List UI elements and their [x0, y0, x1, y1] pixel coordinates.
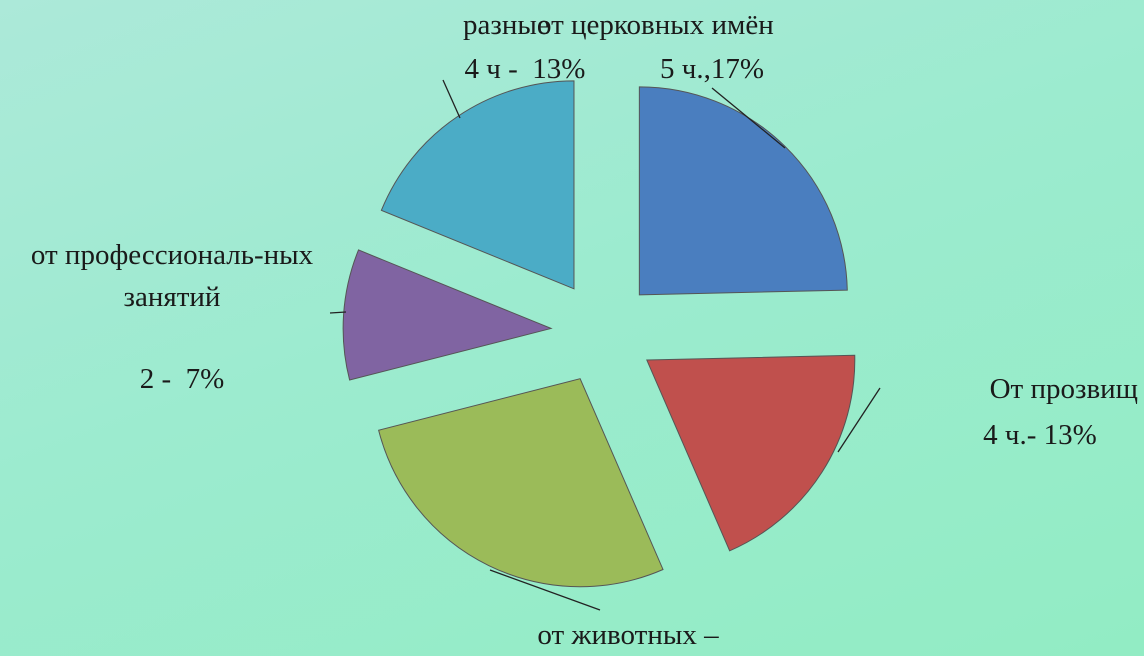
category-label: от церковных имён — [537, 9, 774, 41]
value-label: 4 ч - 13% — [464, 53, 586, 85]
pie-slice — [378, 378, 664, 588]
pie-slice — [638, 86, 848, 296]
category-label: от животных – — [537, 619, 719, 651]
value-label: 2 - 7% — [139, 363, 225, 395]
leader-line — [442, 79, 461, 119]
pie-slice — [646, 354, 856, 552]
category-label: от профессиональ-ных занятий — [30, 239, 314, 313]
leader-line — [711, 87, 786, 149]
leader-line — [837, 387, 881, 453]
leader-line — [329, 311, 347, 314]
value-label: 5 ч.,17% — [660, 53, 764, 85]
leader-lines — [329, 79, 881, 611]
pie — [342, 80, 856, 588]
pie-slice — [342, 249, 553, 381]
category-label: От прозвищ — [989, 373, 1138, 405]
value-label: 4 ч.- 13% — [983, 419, 1097, 451]
pie-slice — [380, 80, 575, 290]
leader-line — [489, 569, 601, 611]
category-label: разные — [463, 9, 550, 41]
